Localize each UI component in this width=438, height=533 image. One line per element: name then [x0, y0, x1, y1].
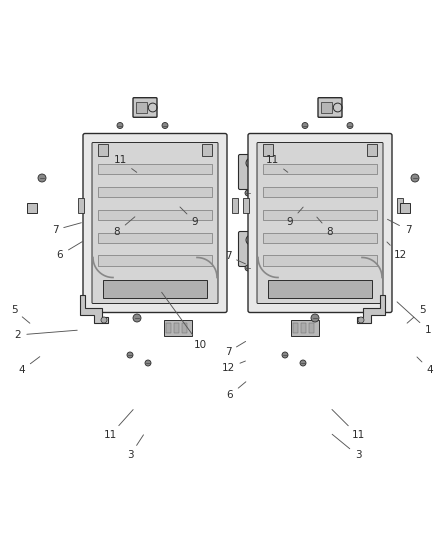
Bar [27, 203, 37, 213]
Text: 1: 1 [397, 302, 431, 335]
Bar [263, 143, 273, 156]
Text: 3: 3 [127, 435, 144, 461]
Bar [232, 198, 238, 213]
Circle shape [245, 190, 251, 196]
Text: 7: 7 [225, 251, 245, 264]
Circle shape [245, 265, 251, 271]
Text: 6: 6 [57, 241, 83, 260]
Circle shape [246, 158, 256, 168]
Circle shape [145, 360, 151, 366]
Circle shape [246, 235, 256, 245]
Bar [164, 320, 192, 336]
Text: 7: 7 [388, 219, 411, 235]
Bar [98, 210, 212, 220]
Text: 9: 9 [287, 207, 303, 227]
FancyBboxPatch shape [133, 98, 157, 117]
Bar [263, 187, 377, 197]
Text: 5: 5 [407, 305, 425, 323]
Bar [98, 187, 212, 197]
Text: 11: 11 [265, 155, 288, 172]
Bar [309, 323, 314, 333]
Bar [98, 232, 212, 243]
Text: 8: 8 [317, 217, 333, 237]
Text: 7: 7 [52, 223, 81, 235]
Circle shape [300, 360, 306, 366]
Bar [103, 279, 207, 297]
Bar [397, 198, 403, 213]
Text: 9: 9 [180, 207, 198, 227]
Text: 8: 8 [114, 217, 135, 237]
Bar [367, 143, 377, 156]
Text: 7: 7 [225, 342, 246, 357]
Circle shape [347, 123, 353, 128]
FancyBboxPatch shape [239, 231, 264, 266]
Bar [136, 102, 147, 113]
Circle shape [311, 314, 319, 322]
Bar [291, 320, 319, 336]
Bar [78, 198, 84, 213]
Circle shape [117, 123, 123, 128]
FancyBboxPatch shape [83, 133, 227, 312]
Bar [182, 323, 187, 333]
Bar [301, 323, 306, 333]
Circle shape [282, 352, 288, 358]
Bar [321, 102, 332, 113]
Circle shape [133, 314, 141, 322]
Text: 12: 12 [221, 361, 245, 373]
Bar [400, 203, 410, 213]
Text: 5: 5 [11, 305, 30, 323]
Circle shape [358, 317, 364, 323]
Text: 11: 11 [332, 409, 364, 440]
Text: 10: 10 [162, 292, 207, 350]
Bar [263, 164, 377, 174]
FancyBboxPatch shape [318, 98, 342, 117]
Text: 12: 12 [387, 242, 406, 260]
Circle shape [162, 123, 168, 128]
Text: 6: 6 [227, 382, 246, 400]
Bar [202, 143, 212, 156]
Bar [166, 323, 171, 333]
Bar [293, 323, 298, 333]
Circle shape [302, 123, 308, 128]
Text: 11: 11 [103, 409, 133, 440]
Text: 2: 2 [15, 330, 77, 340]
Bar [268, 279, 372, 297]
Bar [263, 255, 377, 265]
Text: 3: 3 [332, 434, 361, 461]
Text: 11: 11 [113, 155, 137, 172]
FancyBboxPatch shape [92, 142, 218, 303]
Bar [263, 210, 377, 220]
Bar [98, 164, 212, 174]
Text: 4: 4 [19, 357, 40, 375]
Circle shape [411, 174, 419, 182]
Bar [98, 143, 108, 156]
Bar [243, 198, 249, 213]
Circle shape [101, 317, 107, 323]
FancyBboxPatch shape [248, 133, 392, 312]
Text: 4: 4 [417, 357, 433, 375]
FancyBboxPatch shape [257, 142, 383, 303]
FancyBboxPatch shape [239, 155, 264, 190]
Bar [263, 232, 377, 243]
Bar [98, 255, 212, 265]
Circle shape [127, 352, 133, 358]
Polygon shape [80, 295, 108, 323]
Bar [174, 323, 179, 333]
Polygon shape [357, 295, 385, 323]
Circle shape [38, 174, 46, 182]
